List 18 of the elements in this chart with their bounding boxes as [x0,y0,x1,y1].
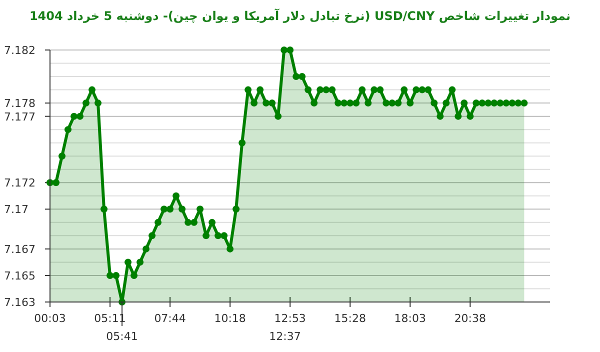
x-tick-label: 18:03 [394,312,426,325]
y-tick-label: 7.165 [4,269,36,282]
y-tick-label: 7.163 [4,296,36,309]
y-tick-label: 7.178 [4,97,36,110]
annotation: 05:41 [106,330,138,343]
x-tick-label: 20:38 [454,312,486,325]
chart-title: نمودار تغییرات شاخص USD/CNY (نرخ تبادل دلار آمریکا و یوان چین)- دوشنبه 5 خرداد 1404 [29,8,571,23]
y-tick-label: 7.167 [4,242,36,256]
y-tick-label: 7.172 [4,176,36,190]
x-tick-label: 00:03 [34,312,66,325]
x-tick-label: 12:53 [274,312,306,325]
x-tick-label: 10:18 [214,312,246,325]
x-tick-label: 15:28 [334,312,366,325]
text: 12:37 [269,330,301,343]
y-tick-label: 7.177 [4,110,36,124]
y-tick-label: 7.182 [4,44,36,57]
x-tick-label: 07:44 [154,312,186,325]
y-tick-label: 7.17 [4,203,28,216]
